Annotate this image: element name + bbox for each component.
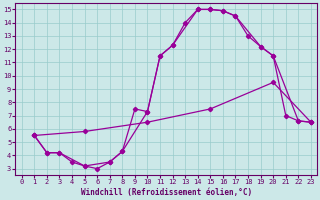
X-axis label: Windchill (Refroidissement éolien,°C): Windchill (Refroidissement éolien,°C) [81,188,252,197]
